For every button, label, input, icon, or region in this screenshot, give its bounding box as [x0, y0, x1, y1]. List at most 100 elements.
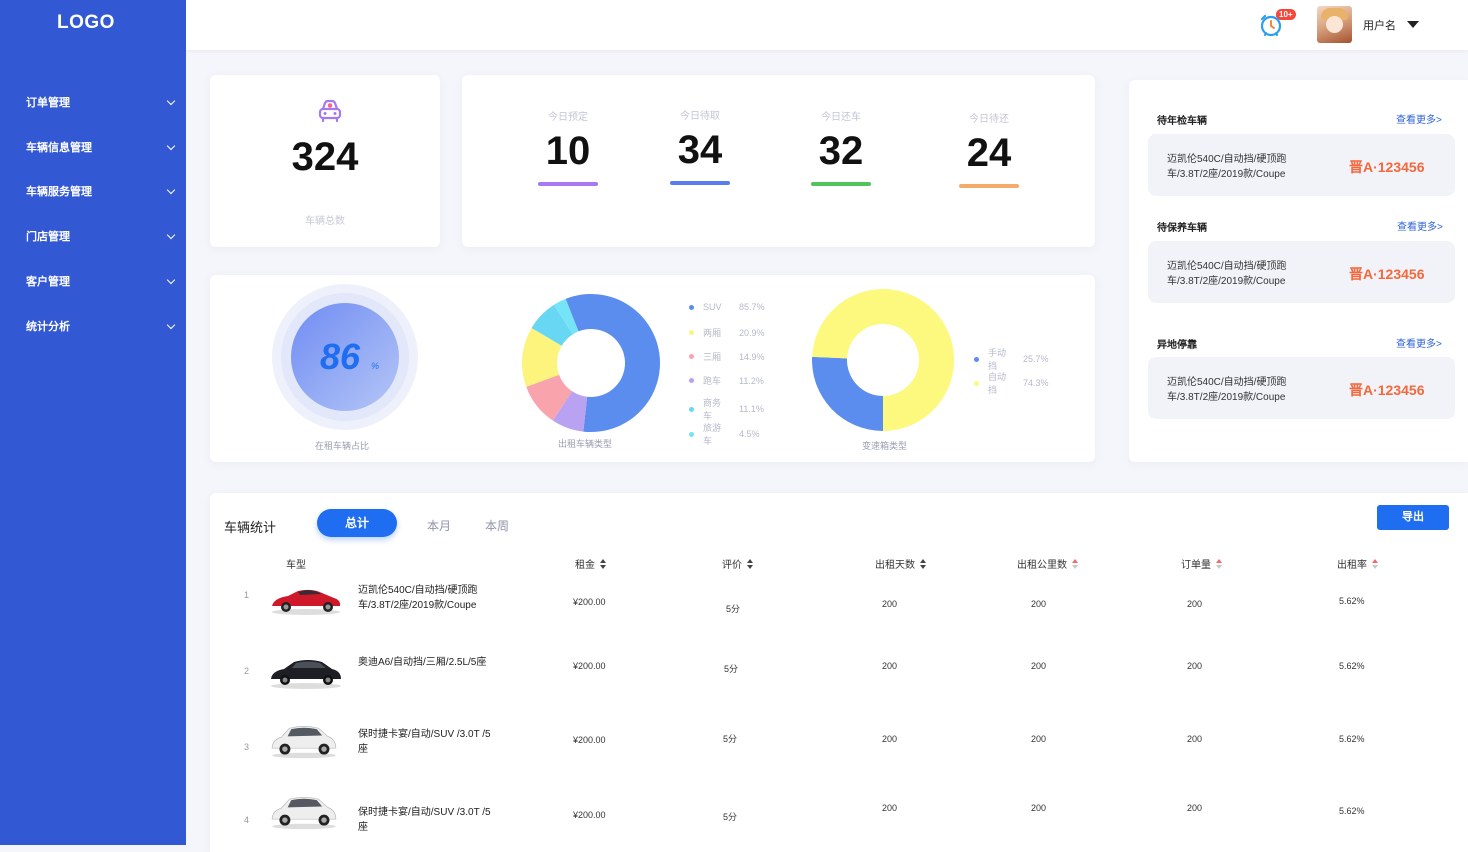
- chevron-down-icon: [166, 275, 176, 284]
- legend-label: 自动挡: [988, 372, 1007, 395]
- column-header-orders[interactable]: 订单量: [1181, 556, 1222, 571]
- chevron-down-icon: [166, 320, 176, 329]
- vehicle-stats-card: 车辆统计 总计 本月 本周 导出 车型 租金 评价 出租天数 出租公里数 订单量…: [210, 493, 1468, 852]
- stat-underline: [538, 182, 598, 186]
- sort-icon[interactable]: [747, 558, 753, 569]
- column-label: 订单量: [1181, 560, 1211, 571]
- column-label: 评价: [722, 560, 742, 571]
- maintenance-title: 待保养车辆: [1157, 223, 1207, 234]
- white-suv-image: [271, 726, 337, 759]
- notification-badge: 10+: [1276, 9, 1296, 20]
- stat-underline: [811, 182, 871, 186]
- sidebar-item-statistics[interactable]: 统计分析: [26, 318, 176, 334]
- maintenance-more-link[interactable]: 查看更多>: [1397, 222, 1443, 233]
- column-header-rental-rate[interactable]: 出租率: [1337, 556, 1378, 571]
- chevron-down-icon: [166, 96, 176, 105]
- donut-slice-4: [552, 391, 588, 432]
- legend-dot: [689, 330, 694, 335]
- vehicle-alerts-panel: 待年检车辆 查看更多> 迈凯伦540C/自动挡/硬顶跑车/3.8T/2座/201…: [1129, 80, 1468, 462]
- annual-inspection-item[interactable]: 迈凯伦540C/自动挡/硬顶跑车/3.8T/2座/2019款/Coupe 晋A·…: [1148, 134, 1455, 196]
- column-label: 出租天数: [875, 560, 915, 571]
- rent-cell: ¥200.00: [573, 597, 606, 607]
- remote-parking-title: 异地停靠: [1157, 340, 1197, 351]
- column-header-rating[interactable]: 评价: [722, 556, 753, 571]
- stat-underline: [670, 181, 730, 185]
- car-icon: [318, 99, 342, 123]
- rating-cell: 5分: [723, 734, 738, 744]
- rental-days-cell: 200: [882, 661, 898, 671]
- rent-cell: ¥200.00: [573, 661, 606, 671]
- sidebar-item-customers[interactable]: 客户管理: [26, 273, 176, 289]
- legend-value: 4.5%: [739, 429, 760, 439]
- export-button[interactable]: 导出: [1377, 505, 1449, 530]
- sidebar: LOGO 订单管理 车辆信息管理 车辆服务管理 门店管理 客户管理 统计分析: [0, 0, 186, 845]
- stat-label: 今日还车: [821, 112, 861, 123]
- sidebar-item-label: 车辆信息管理: [26, 142, 92, 154]
- sidebar-item-vehicle-info[interactable]: 车辆信息管理: [26, 139, 176, 155]
- column-label: 出租率: [1337, 560, 1367, 571]
- column-header-rental-km[interactable]: 出租公里数: [1017, 556, 1078, 571]
- rental-ratio-gauge: 86 %: [272, 284, 418, 430]
- sort-icon[interactable]: [1372, 558, 1378, 569]
- sidebar-item-vehicle-service[interactable]: 车辆服务管理: [26, 183, 176, 199]
- legend-value: 74.3%: [1023, 378, 1049, 388]
- sort-icon[interactable]: [600, 558, 606, 569]
- rental-ratio-value: 86: [320, 336, 361, 377]
- rental-km-cell: 200: [1031, 661, 1047, 671]
- legend-value: 11.2%: [739, 375, 764, 386]
- sidebar-item-label: 车辆服务管理: [26, 186, 92, 198]
- car-model-name: 保时捷卡宴/自动/SUV /3.0T /5座: [358, 729, 491, 755]
- rental-rate-cell: 5.62%: [1339, 661, 1365, 671]
- sort-icon[interactable]: [1072, 558, 1078, 569]
- column-header-rental-days[interactable]: 出租天数: [875, 556, 926, 571]
- donut-slice-2: [522, 327, 562, 387]
- avatar[interactable]: [1317, 6, 1352, 43]
- stat-label: 今日预定: [548, 112, 588, 123]
- legend-dot: [974, 380, 979, 386]
- stat-today-pickup: 今日待取 34: [655, 107, 745, 185]
- total-vehicles-label: 车辆总数: [305, 216, 345, 227]
- sidebar-item-label: 门店管理: [26, 231, 70, 243]
- column-header-model: 车型: [286, 556, 306, 571]
- transmission-donut: [812, 289, 954, 431]
- legend-item: 商务车 11.1%: [689, 396, 764, 422]
- donut-slice-3: [526, 374, 573, 421]
- tab-total[interactable]: 总计: [317, 509, 397, 537]
- stat-underline: [959, 184, 1019, 188]
- caret-down-icon[interactable]: [1407, 21, 1419, 28]
- legend-dot: [689, 378, 694, 383]
- rental-days-cell: 200: [882, 599, 898, 609]
- annual-inspection-title: 待年检车辆: [1157, 116, 1207, 127]
- column-header-rent[interactable]: 租金: [575, 556, 606, 571]
- total-vehicles-card: 324 车辆总数: [210, 75, 440, 247]
- rental-km-cell: 200: [1031, 599, 1047, 609]
- stat-today-returned: 今日还车 32: [796, 108, 886, 186]
- sort-icon[interactable]: [1216, 558, 1222, 569]
- license-plate: 晋A·123456: [1349, 266, 1425, 282]
- tab-this-month[interactable]: 本月: [427, 519, 452, 533]
- remote-parking-more-link[interactable]: 查看更多>: [1396, 339, 1442, 350]
- sidebar-item-stores[interactable]: 门店管理: [26, 228, 176, 244]
- chevron-down-icon: [166, 185, 176, 194]
- legend-item: 两厢 20.9%: [689, 326, 765, 339]
- legend-dot: [689, 406, 694, 412]
- sidebar-item-orders[interactable]: 订单管理: [26, 94, 176, 110]
- vehicle-stats-title: 车辆统计: [224, 520, 277, 535]
- column-label: 租金: [575, 560, 595, 571]
- tab-this-week[interactable]: 本周: [485, 519, 510, 533]
- remote-parking-item[interactable]: 迈凯伦540C/自动挡/硬顶跑车/3.8T/2座/2019款/Coupe 晋A·…: [1148, 357, 1455, 419]
- legend-label: 两厢: [703, 328, 722, 338]
- charts-card: 86 % 在租车辆占比 出租车辆类型 变速箱类型 SUV 85.7% 两厢 20.9%…: [210, 275, 1095, 462]
- chevron-down-icon: [166, 230, 176, 239]
- sidebar-item-label: 统计分析: [26, 321, 70, 333]
- maintenance-item[interactable]: 迈凯伦540C/自动挡/硬顶跑车/3.8T/2座/2019款/Coupe 晋A·…: [1148, 241, 1455, 303]
- rent-cell: ¥200.00: [573, 735, 606, 745]
- rating-cell: 5分: [723, 812, 738, 822]
- vehicle-description: 迈凯伦540C/自动挡/硬顶跑车/3.8T/2座/2019款/Coupe: [1167, 154, 1287, 180]
- donut-slice-5: [531, 304, 573, 346]
- username[interactable]: 用户名: [1363, 20, 1396, 32]
- sort-icon[interactable]: [920, 558, 926, 569]
- total-vehicles-value: 324: [291, 135, 359, 179]
- top-header: 10+ 用户名: [186, 0, 1468, 50]
- annual-inspection-more-link[interactable]: 查看更多>: [1396, 115, 1442, 126]
